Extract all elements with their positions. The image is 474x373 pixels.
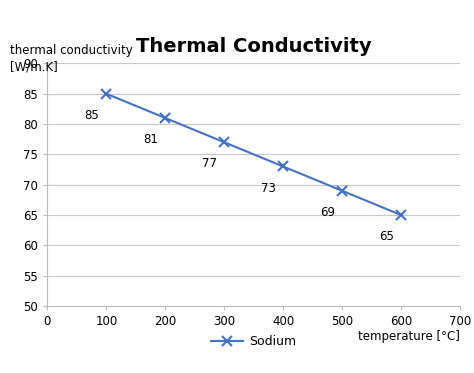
Sodium <box>398 213 404 217</box>
Text: 85: 85 <box>84 109 99 122</box>
Text: 69: 69 <box>320 206 335 219</box>
Text: 77: 77 <box>202 157 217 170</box>
Sodium <box>221 140 227 144</box>
Title: Thermal Conductivity: Thermal Conductivity <box>136 37 372 56</box>
Text: temperature [°C]: temperature [°C] <box>358 330 460 343</box>
Sodium <box>280 164 286 169</box>
Text: thermal conductivity: thermal conductivity <box>10 44 133 57</box>
Text: [W/m.K]: [W/m.K] <box>10 61 58 74</box>
Sodium <box>103 91 109 96</box>
Sodium <box>339 188 345 193</box>
Text: 73: 73 <box>261 182 276 195</box>
Legend: Sodium: Sodium <box>206 330 301 353</box>
Line: Sodium: Sodium <box>101 89 406 220</box>
Sodium <box>163 116 168 120</box>
Text: 65: 65 <box>379 230 394 243</box>
Text: 81: 81 <box>143 133 158 146</box>
